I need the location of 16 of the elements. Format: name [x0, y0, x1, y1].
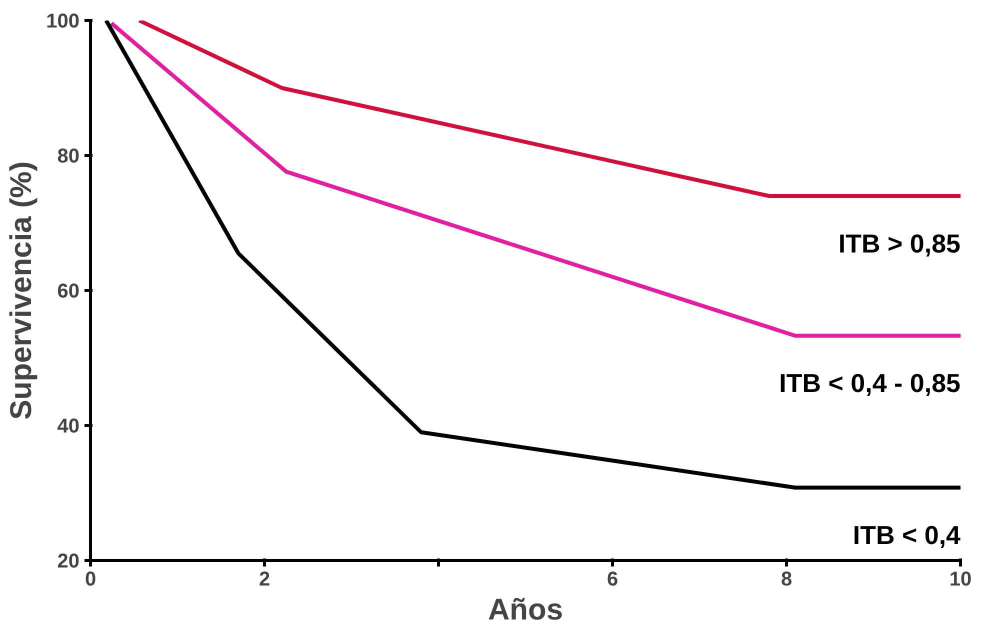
y-tick-label: 60 [57, 280, 80, 302]
x-tick-label: 0 [84, 568, 96, 590]
x-tick-label: 6 [606, 568, 618, 590]
x-tick-label: 8 [780, 568, 792, 590]
y-axis-title: Supervivencia (%) [5, 161, 38, 420]
series-label: ITB < 0,4 - 0,85 [779, 368, 961, 398]
x-tick-label: 2 [258, 568, 270, 590]
y-tick-label: 20 [57, 550, 80, 572]
y-tick-label: 80 [57, 146, 80, 168]
series-label: ITB > 0,85 [838, 228, 961, 258]
x-tick-label: 10 [949, 568, 972, 590]
y-tick-label: 40 [57, 416, 80, 438]
series-label: ITB < 0,4 [852, 520, 962, 550]
x-axis-title: Años [488, 594, 563, 626]
y-tick-label: 100 [46, 10, 80, 32]
line-series [104, 20, 960, 490]
